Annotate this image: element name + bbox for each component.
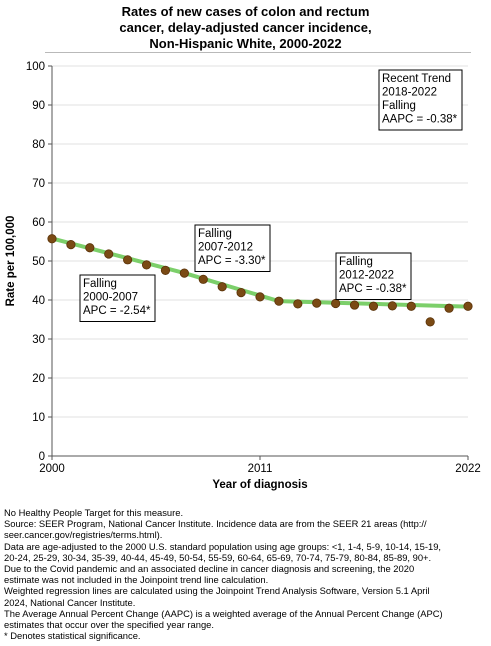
x-axis-label: Year of diagnosis (212, 479, 307, 491)
y-tick-label: 100 (26, 61, 45, 73)
data-point (331, 298, 341, 309)
footnote-line: Due to the Covid pandemic and an associa… (4, 563, 415, 575)
annotation-text: Falling (339, 256, 373, 268)
data-point (293, 299, 303, 309)
y-tick-labels: 0 10 20 30 40 50 60 70 80 90 100 (26, 61, 45, 463)
data-point (274, 296, 284, 306)
data-point (47, 234, 57, 244)
data-point (368, 301, 379, 311)
data-point (217, 282, 227, 292)
annotation-text: 2000-2007 (83, 292, 138, 304)
footnote-line: 20-24, 25-29, 30-34, 35-39, 40-44, 45-49… (4, 551, 432, 563)
y-tick-label: 30 (32, 334, 45, 346)
y-tick-label: 70 (32, 178, 45, 190)
data-point (236, 287, 246, 298)
annotation-box (378, 69, 463, 131)
annotation-text: 2012-2022 (339, 270, 394, 282)
data-point (463, 301, 473, 311)
x-tick-label: 2022 (455, 463, 481, 475)
annotation-text: 2007-2012 (198, 242, 253, 254)
data-point (66, 240, 76, 250)
footnote-line: No Healthy People Target for this measur… (4, 507, 184, 518)
chart-title: Rates of new cases of colon and rectum c… (0, 4, 491, 52)
chart-title-line-1: Rates of new cases of colon and rectum (121, 4, 370, 19)
x-tick-label: 2011 (248, 463, 273, 475)
annotation-text: APC = -2.54* (83, 305, 151, 317)
annotation-text: APC = -3.30* (198, 255, 266, 267)
footnotes: No Healthy People Target for this measur… (4, 507, 488, 641)
data-point (160, 265, 171, 275)
y-tick-label: 80 (32, 139, 45, 151)
annotation-box (335, 252, 412, 300)
data-point (104, 249, 114, 259)
y-tick-label: 90 (32, 100, 45, 112)
annotation-text: Recent Trend (382, 73, 451, 85)
data-point (123, 255, 133, 265)
annotation-text: APC = -0.38* (339, 283, 407, 295)
footnote-line: estimate was not included in the Joinpoi… (4, 574, 269, 586)
footnote-line: Source: SEER Program, National Cancer In… (4, 518, 427, 530)
annotation-text: Falling (83, 278, 117, 290)
data-point (312, 298, 322, 308)
annotation-text: 2018-2022 (382, 87, 437, 99)
y-tick-label: 10 (32, 412, 45, 424)
y-tick-label: 50 (32, 256, 45, 268)
y-axis-label: Rate per 100,000 (5, 216, 17, 307)
footnote-line: * Denotes statistical significance. (4, 630, 141, 642)
footnote-line: seer.cancer.gov/registries/terms.html). (4, 529, 163, 541)
data-point (387, 301, 397, 311)
title-divider (45, 52, 471, 53)
footnote-line: Data are age-adjusted to the 2000 U.S. s… (4, 540, 442, 552)
chart-title-line-2: cancer, delay-adjusted cancer incidence, (119, 20, 372, 35)
footnote-line: estimates that occur over the specified … (4, 619, 215, 631)
data-point (255, 292, 265, 302)
annotation-box (194, 224, 271, 272)
footnote-line: Weighted regression lines are calculated… (4, 585, 430, 597)
annotation-text: AAPC = -0.38* (382, 114, 458, 126)
y-tick-label: 40 (32, 295, 45, 307)
data-points-series (47, 234, 473, 327)
data-point (406, 301, 416, 311)
x-tick-label: 2000 (39, 463, 65, 475)
footnote-line: 2024, National Cancer Institute. (4, 596, 136, 608)
data-point (141, 260, 152, 270)
data-point (349, 300, 360, 310)
chart-title-line-3: Non-Hispanic White, 2000-2022 (149, 36, 342, 51)
data-point (179, 268, 189, 278)
annotation-box (79, 274, 156, 322)
data-point (444, 303, 454, 313)
x-tick-labels: 2000 2011 2022 (39, 463, 481, 475)
axes (48, 65, 469, 460)
y-tick-label: 0 (39, 451, 45, 463)
data-point (198, 274, 208, 284)
data-point (85, 243, 95, 253)
data-point (425, 317, 435, 327)
footnote-line: The Average Annual Percent Change (AAPC)… (4, 607, 443, 619)
annotation-text: Falling (198, 228, 232, 240)
chart: 0 10 20 30 40 50 60 70 80 90 100 2000 2011 2022 Rate… (5, 61, 481, 491)
y-tick-label: 20 (32, 373, 45, 385)
y-tick-label: 60 (32, 217, 45, 229)
annotation-text: Falling (382, 100, 416, 112)
